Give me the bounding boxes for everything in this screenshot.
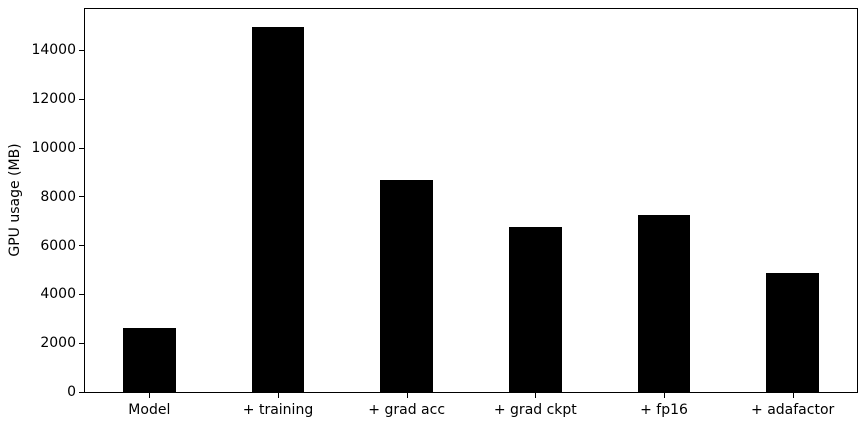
x-tick-label-model: Model [128, 402, 171, 418]
y-tick-label: 0 [67, 384, 76, 400]
x-tick-label-fp16: + fp16 [640, 402, 688, 418]
y-tick-mark [79, 49, 84, 51]
x-tick-mark [664, 393, 665, 398]
x-tick-mark [792, 393, 794, 398]
y-tick-label: 4000 [40, 286, 76, 303]
plot-area [84, 8, 858, 393]
x-tick-label-grad-acc: + grad acc [368, 402, 446, 418]
y-tick-label: 8000 [40, 188, 76, 205]
x-tick-mark [278, 393, 279, 398]
bar-fp16 [637, 214, 691, 392]
bar-adafactor [766, 273, 820, 392]
y-tick-mark [79, 245, 84, 247]
bar-model [122, 327, 176, 392]
y-tick-mark [79, 293, 84, 295]
bar-training [251, 27, 305, 392]
x-tick-mark [535, 393, 537, 398]
y-tick-label: 14000 [31, 42, 76, 59]
x-tick-mark [406, 393, 408, 398]
y-tick-label: 10000 [31, 140, 76, 157]
y-tick-mark [79, 342, 84, 344]
bar-grad-acc [380, 180, 434, 392]
x-tick-label-adafactor: + adafactor [751, 402, 835, 418]
x-tick-label-training: + training [242, 402, 314, 418]
y-tick-label: 2000 [40, 335, 76, 352]
bar-grad-ckpt [508, 226, 562, 392]
y-tick-mark [79, 98, 84, 100]
y-tick-mark [79, 391, 84, 393]
x-tick-mark [149, 393, 151, 398]
x-tick-label-grad-ckpt: + grad ckpt [493, 402, 577, 418]
y-tick-mark [79, 147, 84, 149]
y-tick-label: 12000 [31, 91, 76, 108]
y-tick-label: 6000 [40, 237, 76, 254]
y-tick-mark [79, 196, 84, 198]
